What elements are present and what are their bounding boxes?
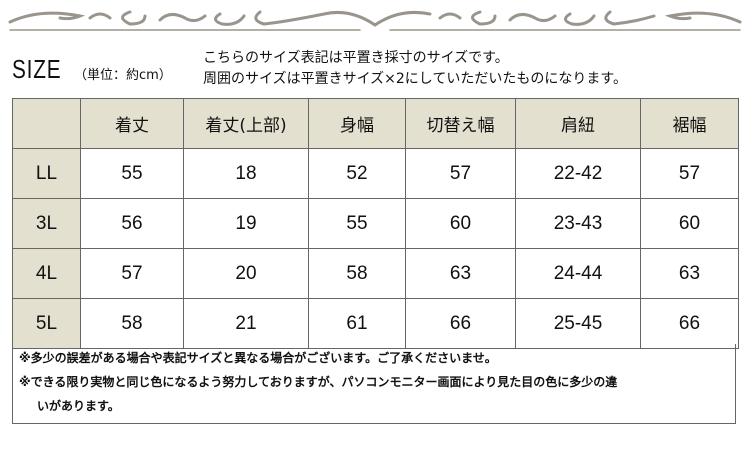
table-cell: 63 [640, 248, 739, 299]
table-cell: 21 [183, 298, 309, 349]
table-cell: 58 [80, 298, 184, 349]
size-title: SIZE [12, 54, 62, 84]
note-line: ※多少の誤差がある場合や表記サイズと異なる場合がございます。ご了承くださいませ。 [19, 351, 497, 365]
table-cell: 20 [183, 248, 309, 299]
table-cell: 60 [405, 198, 516, 249]
size-table: 着丈 着丈(上部) 身幅 切替え幅 肩紐 裾幅 LL 55 18 52 57 22-42 57 3L 56… [12, 98, 739, 349]
column-header: 着丈 [80, 98, 184, 149]
column-header [12, 98, 81, 149]
note-line: ※できる限り実物と同じ色になるよう努力しておりますが、パソコンモニター画面により… [19, 375, 618, 389]
table-cell: 24-44 [515, 248, 641, 299]
size-label: 4L [12, 248, 81, 299]
table-cell: 60 [640, 198, 739, 249]
table-row: 5L 58 21 61 66 25-45 66 [12, 298, 739, 349]
table-cell: 19 [183, 198, 309, 249]
table-cell: 18 [183, 148, 309, 199]
table-cell: 22-42 [515, 148, 641, 199]
table-row: 4L 57 20 58 63 24-44 63 [12, 248, 739, 299]
table-cell: 52 [308, 148, 406, 199]
table-cell: 66 [405, 298, 516, 349]
description: こちらのサイズ表記は平置き採寸のサイズです。 周囲のサイズは平置きサイズ×2にし… [203, 48, 627, 90]
table-cell: 23-43 [515, 198, 641, 249]
column-header: 着丈(上部) [183, 98, 309, 149]
table-cell: 55 [80, 148, 184, 199]
table-cell: 66 [640, 298, 739, 349]
table-cell: 55 [308, 198, 406, 249]
table-cell: 56 [80, 198, 184, 249]
table-cell: 57 [80, 248, 184, 299]
column-header: 切替え幅 [405, 98, 516, 149]
table-cell: 61 [308, 298, 406, 349]
table-cell: 58 [308, 248, 406, 299]
table-cell: 57 [640, 148, 739, 199]
column-header: 身幅 [308, 98, 406, 149]
table-cell: 25-45 [515, 298, 641, 349]
note-line: いがあります。 [37, 399, 120, 413]
table-cell: 57 [405, 148, 516, 199]
size-label: LL [12, 148, 81, 199]
table-row: 3L 56 19 55 60 23-43 60 [12, 198, 739, 249]
ornament-divider [8, 10, 742, 31]
notes: ※多少の誤差がある場合や表記サイズと異なる場合がございます。ご了承くださいませ。… [12, 344, 736, 424]
table-row: LL 55 18 52 57 22-42 57 [12, 148, 739, 199]
table-cell: 63 [405, 248, 516, 299]
size-label: 3L [12, 198, 81, 249]
description-line: 周囲のサイズは平置きサイズ×2にしていただいたものになります。 [203, 71, 627, 87]
size-label: 5L [12, 298, 81, 349]
unit-label: （単位：約cm） [74, 68, 172, 83]
column-header: 裾幅 [640, 98, 739, 149]
table-header-row: 着丈 着丈(上部) 身幅 切替え幅 肩紐 裾幅 [12, 98, 739, 149]
column-header: 肩紐 [515, 98, 641, 149]
description-line: こちらのサイズ表記は平置き採寸のサイズです。 [203, 50, 509, 66]
